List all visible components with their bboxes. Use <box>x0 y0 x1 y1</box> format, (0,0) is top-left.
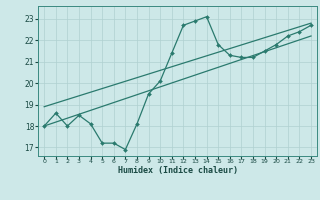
X-axis label: Humidex (Indice chaleur): Humidex (Indice chaleur) <box>118 166 238 175</box>
